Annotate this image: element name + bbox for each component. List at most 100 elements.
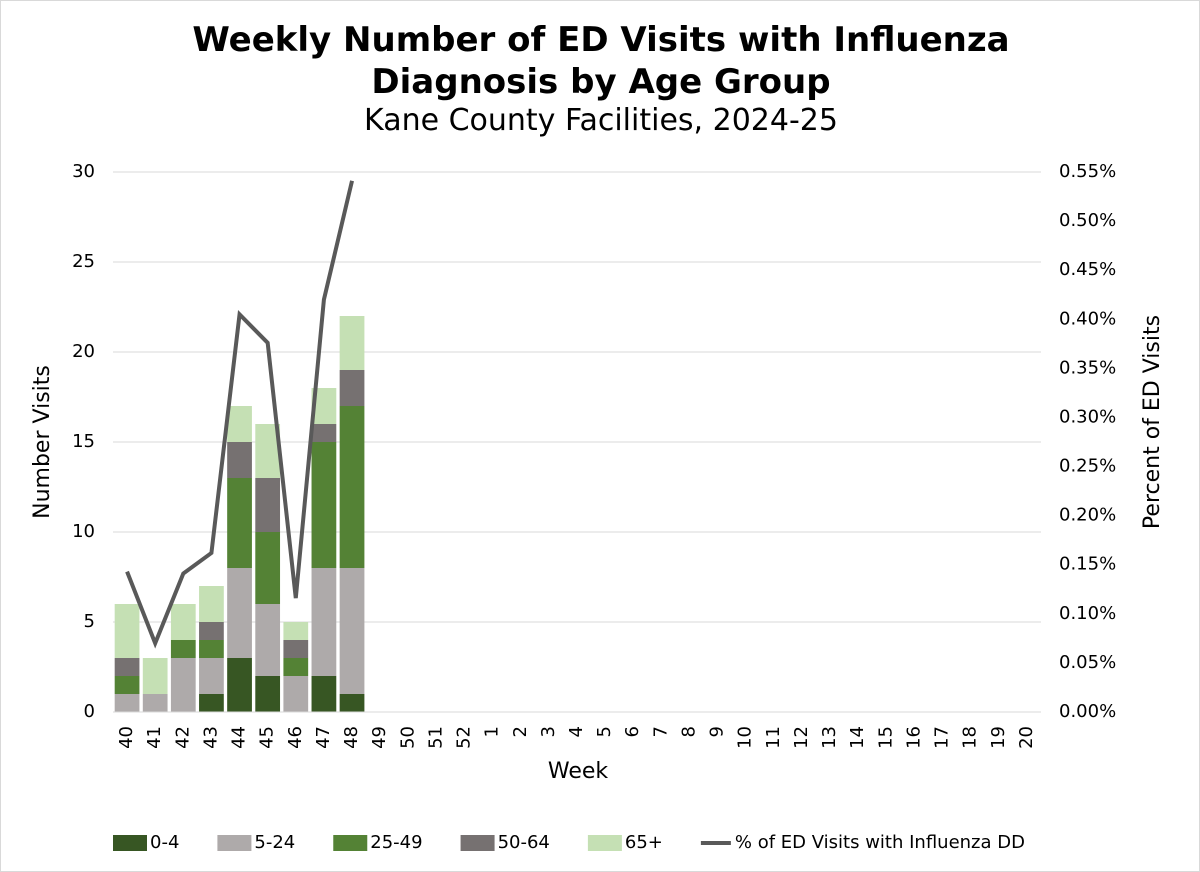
y-axis-label: Number Visits	[30, 365, 55, 519]
bar-segment	[170, 658, 196, 712]
legend-label: % of ED Visits with Influenza DD	[735, 832, 1025, 853]
bar-segment	[339, 370, 365, 406]
bar-segment	[170, 604, 196, 640]
x-tick-label: 16	[903, 726, 924, 749]
x-tick-label: 51	[425, 726, 446, 749]
y2-tick-label: 0.35%	[1059, 357, 1116, 378]
x-tick-label: 40	[116, 726, 137, 749]
x-tick-label: 14	[847, 726, 868, 749]
bar-segment	[227, 568, 252, 658]
x-tick-label: 4	[566, 726, 587, 737]
bar-segment	[227, 442, 252, 478]
y2-tick-label: 0.55%	[1059, 161, 1116, 182]
y-tick-label: 25	[72, 251, 95, 272]
bar-segment	[255, 532, 281, 604]
bar-segment	[199, 586, 224, 622]
bar-segment	[283, 676, 309, 712]
bar-segment	[142, 694, 168, 712]
legend-swatch	[587, 835, 622, 851]
legend-swatch	[113, 835, 147, 851]
legend-swatch	[460, 835, 495, 851]
y2-tick-label: 0.20%	[1059, 505, 1116, 526]
bar-segment	[114, 604, 140, 658]
x-tick-label: 41	[144, 726, 165, 749]
bar-segment	[114, 676, 140, 694]
x-tick-label: 47	[313, 726, 334, 749]
bar-segment	[227, 478, 252, 568]
y2-tick-label: 0.50%	[1059, 210, 1116, 231]
legend-label: 25-49	[370, 832, 422, 853]
bar-segment	[255, 604, 281, 676]
bar-segment	[142, 658, 168, 694]
bar-segment	[255, 676, 281, 712]
y-tick-label: 20	[72, 341, 95, 362]
bar-segment	[339, 694, 365, 712]
y2-tick-label: 0.25%	[1059, 456, 1116, 477]
bar-segment	[311, 568, 337, 676]
bar-segment	[339, 316, 365, 370]
y2-tick-label: 0.05%	[1059, 652, 1116, 673]
legend-label: 50-64	[498, 832, 550, 853]
bar-segment	[170, 640, 196, 658]
x-tick-label: 50	[397, 726, 418, 749]
bar-segment	[199, 622, 224, 640]
bar-segment	[339, 406, 365, 568]
bar-segment	[114, 658, 140, 676]
bar-segment	[227, 658, 252, 712]
x-tick-label: 13	[819, 726, 840, 749]
x-tick-label: 12	[791, 726, 812, 749]
y2-tick-label: 0.40%	[1059, 308, 1116, 329]
x-tick-label: 7	[650, 726, 671, 737]
legend-swatch	[333, 835, 368, 851]
bar-segment	[311, 676, 337, 712]
x-tick-label: 5	[594, 726, 615, 737]
x-tick-label: 15	[875, 726, 896, 749]
y-tick-label: 30	[72, 161, 95, 182]
x-tick-label: 46	[285, 726, 306, 749]
x-tick-label: 48	[341, 726, 362, 749]
legend-label: 5-24	[254, 832, 295, 853]
y-tick-label: 15	[72, 431, 95, 452]
x-tick-label: 49	[369, 726, 390, 749]
bar-segment	[283, 658, 309, 676]
chart-title: Weekly Number of ED Visits with Influenz…	[192, 20, 1010, 102]
x-tick-label: 10	[735, 726, 756, 749]
x-tick-label: 2	[510, 726, 531, 737]
bar-segment	[227, 406, 252, 442]
x-tick-label: 1	[482, 726, 503, 737]
x-tick-label: 52	[454, 726, 475, 749]
bar-segment	[199, 658, 224, 694]
y-tick-label: 0	[84, 701, 95, 722]
y2-tick-label: 0.10%	[1059, 603, 1116, 624]
y-tick-label: 10	[72, 521, 95, 542]
legend-label: 65+	[625, 832, 663, 853]
chart-subtitle: Kane County Facilities, 2024-25	[364, 103, 838, 138]
x-tick-label: 20	[1016, 726, 1037, 749]
x-tick-label: 6	[622, 726, 643, 737]
y-tick-label: 5	[84, 611, 95, 632]
x-tick-label: 19	[988, 726, 1009, 749]
x-tick-label: 43	[200, 726, 221, 749]
bar-segment	[199, 694, 224, 712]
bar-segment	[283, 622, 309, 640]
bar-segment	[114, 694, 140, 712]
bar-segment	[311, 424, 337, 442]
bar-segment	[255, 478, 281, 532]
x-tick-label: 45	[257, 726, 278, 749]
bar-segment	[283, 640, 309, 658]
x-tick-label: 17	[932, 726, 953, 749]
x-tick-label: 42	[172, 726, 193, 749]
legend-label: 0-4	[150, 832, 179, 853]
x-tick-label: 3	[538, 726, 559, 737]
x-tick-label: 8	[678, 726, 699, 737]
y2-tick-label: 0.45%	[1059, 259, 1116, 280]
y2-tick-label: 0.00%	[1059, 701, 1116, 722]
y2-tick-label: 0.15%	[1059, 554, 1116, 575]
line	[125, 180, 354, 649]
x-tick-label: 44	[229, 726, 250, 749]
x-tick-label: 9	[707, 726, 728, 737]
x-axis-label: Week	[548, 759, 609, 784]
legend-swatch	[217, 835, 252, 851]
